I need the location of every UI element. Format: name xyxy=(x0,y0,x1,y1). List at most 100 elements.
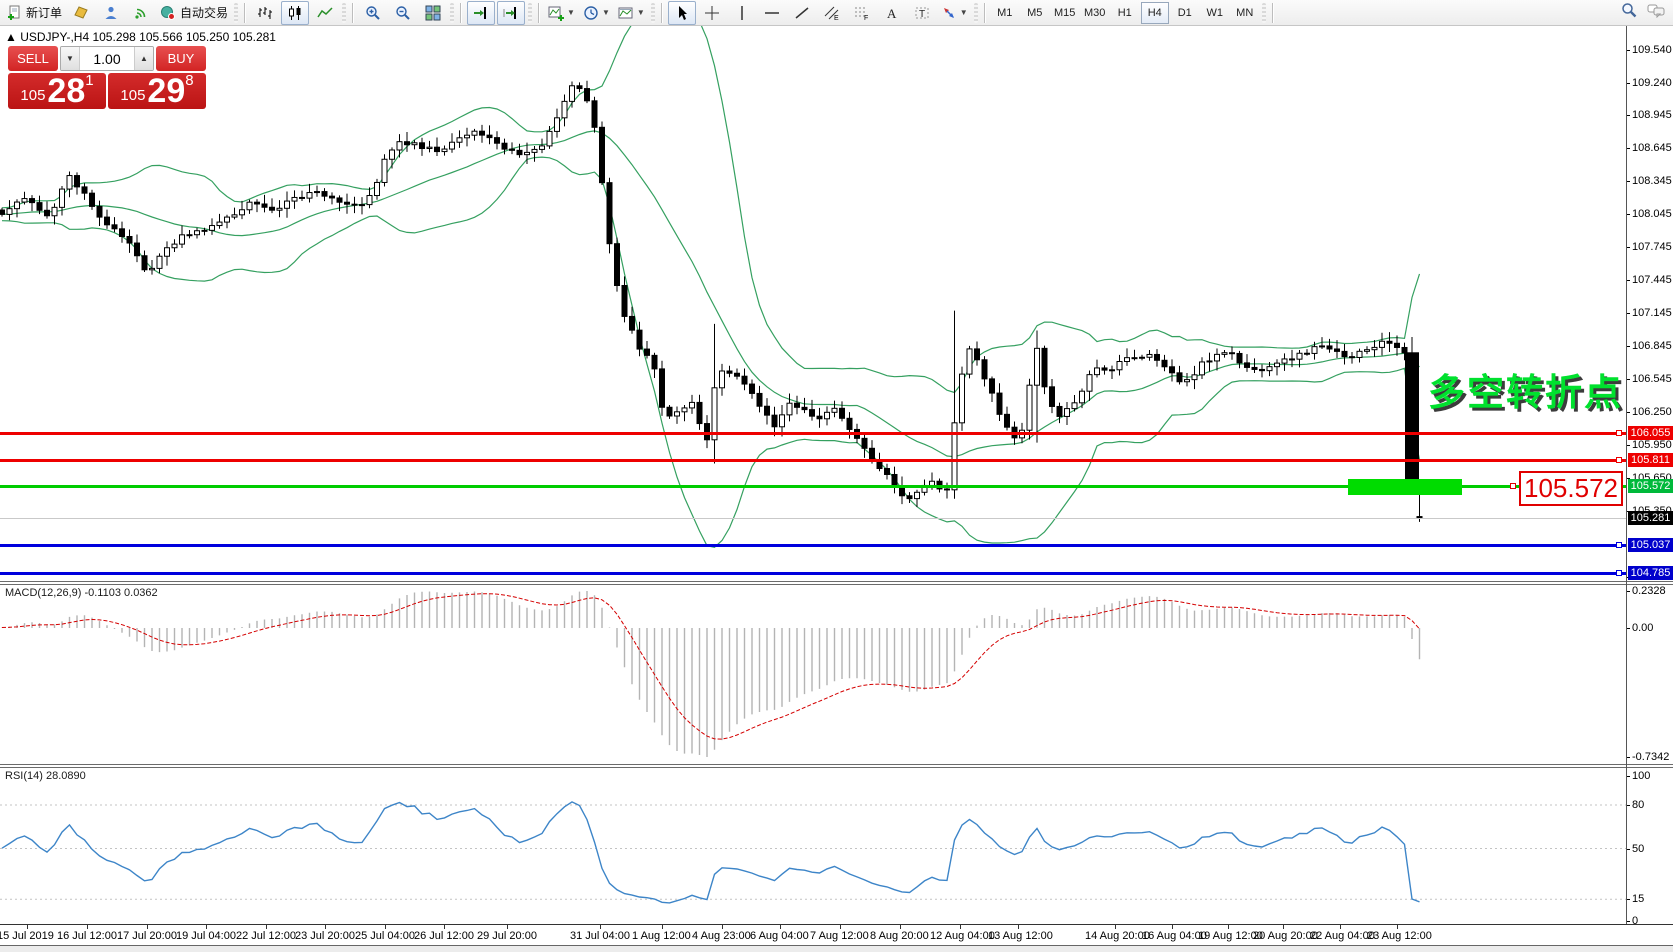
sell-price-button[interactable]: 105 28 1 xyxy=(8,73,106,109)
candle-body xyxy=(329,195,335,199)
fibo-button[interactable]: F xyxy=(848,1,876,25)
candle-body xyxy=(636,329,643,350)
timeframe-m1-button[interactable]: M1 xyxy=(997,6,1013,19)
timeframe-m5-button[interactable]: M5 xyxy=(1027,6,1043,19)
volume-decrease-button[interactable]: ▼ xyxy=(61,47,80,70)
chart-shift-icon xyxy=(473,5,489,21)
signal-button[interactable] xyxy=(127,1,155,25)
candle-body xyxy=(1266,366,1273,372)
crosshair-button[interactable] xyxy=(698,1,726,25)
tile-windows-button[interactable] xyxy=(419,1,447,25)
candle-body xyxy=(66,175,73,190)
label-button[interactable]: T xyxy=(908,1,936,25)
candle-body xyxy=(1041,347,1048,388)
pivot-highlight-rectangle[interactable] xyxy=(1348,479,1462,495)
chevron-down-icon[interactable]: ▼ xyxy=(567,8,575,17)
toolbar-separator xyxy=(983,2,986,23)
time-tick-mark xyxy=(1340,925,1341,929)
timeframe-d1-button[interactable]: D1 xyxy=(1177,6,1192,19)
rsi-pane[interactable] xyxy=(0,768,1626,924)
cursor-button[interactable] xyxy=(667,0,696,25)
candle-body xyxy=(816,415,823,420)
templates-button[interactable]: ▼ xyxy=(615,1,648,25)
candle-body xyxy=(471,130,478,136)
chart-annotation-text[interactable]: 多空转折点 xyxy=(1428,372,1623,413)
channel-button[interactable]: E xyxy=(818,1,846,25)
timeframe-m30-button[interactable]: M30 xyxy=(1084,6,1106,19)
zoom-in-button[interactable] xyxy=(359,1,387,25)
candles-chart-button[interactable] xyxy=(281,0,310,25)
hline-resistance-1[interactable] xyxy=(0,432,1626,436)
hline-support-2[interactable] xyxy=(0,572,1626,575)
candle-body xyxy=(891,473,898,487)
trendline-button[interactable] xyxy=(788,1,816,25)
hline-button[interactable] xyxy=(758,1,786,25)
chevron-down-icon[interactable]: ▼ xyxy=(601,8,610,17)
search-icon[interactable] xyxy=(1621,2,1637,23)
indicators-button[interactable]: ▼ xyxy=(545,1,578,25)
line-handle-resistance-1[interactable] xyxy=(1616,430,1622,437)
candle-body xyxy=(1154,353,1160,361)
candle-body xyxy=(666,406,673,417)
market-watch-button[interactable] xyxy=(97,1,125,25)
sell-button[interactable]: SELL xyxy=(8,46,58,71)
candle-body xyxy=(1146,353,1153,358)
price-chart-pane[interactable] xyxy=(0,26,1626,582)
time-axis-label: 7 Aug 12:00 xyxy=(810,930,869,942)
macd-pane[interactable] xyxy=(0,585,1626,764)
candle-body xyxy=(1094,367,1100,376)
volume-value[interactable]: 1.00 xyxy=(93,50,121,67)
timeframe-mn-button[interactable]: MN xyxy=(1236,6,1254,19)
candle-body xyxy=(149,267,155,271)
line-handle-resistance-2[interactable] xyxy=(1616,457,1622,464)
chart-shift-button[interactable] xyxy=(467,0,496,25)
candle-body xyxy=(659,368,665,408)
hline-current-bid[interactable] xyxy=(0,518,1626,520)
candle-body xyxy=(951,422,958,491)
text-button[interactable]: A xyxy=(878,1,906,25)
candle-body xyxy=(576,85,583,90)
auto-scroll-button[interactable] xyxy=(497,0,526,25)
line-handle-pivot-green-2[interactable] xyxy=(1510,483,1516,490)
book-button[interactable] xyxy=(67,1,95,25)
line-chart-button[interactable] xyxy=(311,1,339,25)
price-tick-mark xyxy=(1626,49,1630,51)
timeframe-w1-button[interactable]: W1 xyxy=(1206,6,1223,19)
candle-body xyxy=(501,142,508,150)
candle-body xyxy=(996,392,1003,415)
svg-text:E: E xyxy=(834,15,839,21)
new-order-button[interactable]: 新订单 xyxy=(3,1,65,25)
time-axis-label: 4 Aug 23:00 xyxy=(692,930,751,942)
chevron-down-icon[interactable]: ▼ xyxy=(959,8,968,17)
timeframe-h1-button[interactable]: H1 xyxy=(1117,6,1132,19)
candle-body xyxy=(1371,346,1378,351)
timeframe-m15-button[interactable]: M15 xyxy=(1054,6,1076,19)
price-tick-mark xyxy=(1626,148,1630,150)
line-handle-support-1[interactable] xyxy=(1616,542,1622,549)
line-handle-support-2[interactable] xyxy=(1616,570,1622,576)
volume-increase-button[interactable]: ▲ xyxy=(134,47,153,70)
candle-body xyxy=(359,204,365,207)
hline-support-1[interactable] xyxy=(0,544,1626,548)
autotrade-button[interactable]: 自动交易 xyxy=(157,1,231,25)
vline-button[interactable] xyxy=(728,1,756,25)
buy-price-button[interactable]: 105 29 8 xyxy=(108,73,206,109)
time-axis[interactable]: 15 Jul 2019 16 Jul 12:00 17 Jul 20:00 19 Ju… xyxy=(0,924,1673,946)
buy-button[interactable]: BUY xyxy=(156,46,206,71)
hline-resistance-2[interactable] xyxy=(0,459,1626,463)
bars-chart-button[interactable] xyxy=(251,1,279,25)
chevron-down-icon[interactable]: ▼ xyxy=(636,8,645,17)
hline-pivot-green[interactable] xyxy=(0,485,1626,489)
candle-body xyxy=(336,197,343,203)
pivot-price-label[interactable]: 105.572 xyxy=(1519,471,1623,506)
periods-button[interactable]: ▼ xyxy=(580,1,613,25)
zoom-out-button[interactable] xyxy=(389,1,417,25)
autotrade-icon xyxy=(160,5,176,21)
timeframe-h4-button[interactable]: H4 xyxy=(1140,1,1169,24)
macd-splitter[interactable] xyxy=(0,581,1673,585)
rsi-splitter[interactable] xyxy=(0,764,1673,768)
chat-icon[interactable] xyxy=(1647,2,1665,23)
candle-body xyxy=(839,407,845,419)
shapes-button[interactable]: ▼ xyxy=(938,1,971,25)
rsi-tick-label: 50 xyxy=(1632,842,1645,855)
